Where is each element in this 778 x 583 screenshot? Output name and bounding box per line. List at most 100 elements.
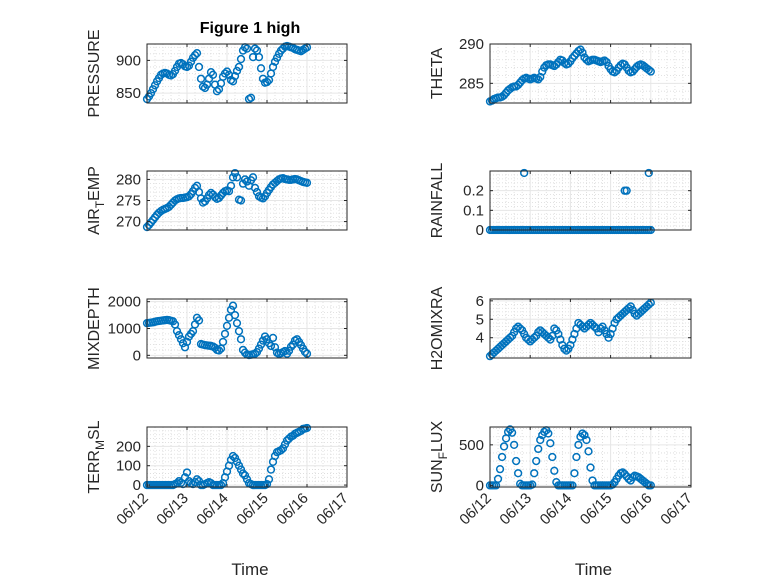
y-tick-label: 290 xyxy=(459,36,484,53)
x-tick-label: 06/13 xyxy=(153,490,192,529)
data-point xyxy=(644,65,653,75)
data-series xyxy=(485,298,655,361)
data-series xyxy=(142,301,312,360)
data-point xyxy=(192,49,202,58)
data-point xyxy=(192,475,202,484)
data-point xyxy=(513,80,523,90)
data-point xyxy=(552,60,561,69)
y-tick-label: 0 xyxy=(476,222,484,239)
data-point xyxy=(232,173,242,182)
data-point xyxy=(232,66,242,76)
y-tick-label: 900 xyxy=(116,52,141,69)
data-point xyxy=(194,62,204,72)
data-point xyxy=(248,52,258,62)
data-point xyxy=(264,475,274,484)
y-tick-label: 4 xyxy=(476,330,484,347)
data-point xyxy=(196,74,206,83)
data-point xyxy=(550,466,559,475)
data-point xyxy=(538,67,547,76)
data-point xyxy=(268,333,278,343)
subplot-8: 0 500 SUNFLUX 06/12 06/13 06/14 06/15 06/16 06/1… xyxy=(429,421,696,579)
data-point xyxy=(624,304,633,313)
y-tick-label: 0.1 xyxy=(463,202,484,219)
y-tick-label: 0 xyxy=(476,477,484,494)
data-point xyxy=(228,77,238,86)
data-point xyxy=(644,300,653,309)
data-point xyxy=(562,346,571,355)
data-point xyxy=(570,469,579,478)
data-point xyxy=(568,481,577,490)
data-point xyxy=(546,439,555,448)
data-point xyxy=(254,52,264,62)
x-tick-label: 06/17 xyxy=(313,490,352,529)
data-point xyxy=(596,324,605,333)
data-point xyxy=(628,473,637,482)
data-point xyxy=(256,64,266,73)
data-point xyxy=(212,87,222,96)
data-point xyxy=(574,440,583,449)
data-point xyxy=(574,46,583,56)
data-point xyxy=(624,474,633,484)
data-point xyxy=(568,54,577,63)
data-point xyxy=(226,305,236,314)
data-point xyxy=(582,55,591,64)
data-point xyxy=(302,423,312,433)
y-tick-label: 0 xyxy=(133,477,141,494)
data-point xyxy=(532,456,541,466)
data-point xyxy=(184,61,194,70)
axes-box xyxy=(489,426,692,488)
data-point xyxy=(180,343,190,352)
data-point xyxy=(272,53,282,62)
data-point xyxy=(507,428,517,437)
data-point xyxy=(182,337,192,347)
data-point xyxy=(644,168,653,178)
subplot-4: 0 0.1 0.2 RAINFALL xyxy=(429,163,692,239)
y-tick-label: 2000 xyxy=(108,294,141,311)
data-point xyxy=(184,192,194,201)
data-point xyxy=(256,340,266,349)
data-point xyxy=(250,183,260,193)
data-point xyxy=(534,75,543,84)
y-tick-label: 285 xyxy=(459,75,484,92)
y-tick-label: 0.2 xyxy=(463,183,484,200)
y-tick-label: 100 xyxy=(116,458,141,475)
data-point xyxy=(528,480,537,489)
data-point xyxy=(284,346,294,355)
data-series xyxy=(142,168,312,232)
x-tick-label: 06/12 xyxy=(456,490,495,529)
data-point xyxy=(186,57,196,66)
data-point xyxy=(270,57,280,66)
data-point xyxy=(499,90,509,100)
data-point xyxy=(560,344,569,353)
data-point xyxy=(550,324,559,333)
x-tick-label: 06/14 xyxy=(537,490,576,529)
x-tick-label: 06/15 xyxy=(577,490,616,529)
subplot-6: 4 56 H2OMIXRA xyxy=(429,286,692,370)
data-series xyxy=(485,45,655,106)
data-point xyxy=(220,69,230,78)
minor-grid xyxy=(490,171,691,230)
data-point xyxy=(220,329,230,339)
data-point xyxy=(228,173,238,182)
y-tick-label: 850 xyxy=(116,85,141,102)
y-axis-label: AIRTEMP xyxy=(86,166,107,235)
data-point xyxy=(493,474,503,484)
data-point xyxy=(511,456,521,466)
data-point xyxy=(588,476,597,485)
data-point xyxy=(270,343,280,352)
x-axis-label: Time xyxy=(575,560,612,579)
y-tick-label: 270 xyxy=(116,214,141,231)
data-point xyxy=(499,442,509,451)
data-point xyxy=(582,435,591,445)
data-point xyxy=(254,344,264,353)
y-axis-label: RAINFALL xyxy=(429,163,446,239)
x-tick-label: 06/14 xyxy=(193,490,232,529)
y-axis-label: SUNFLUX xyxy=(429,421,450,494)
subplot-5: 0 1000 2000 MIXDEPTH xyxy=(86,287,348,370)
data-point xyxy=(236,196,246,205)
y-tick-label: 280 xyxy=(116,171,141,188)
axes-background xyxy=(490,44,691,103)
data-series xyxy=(142,423,312,490)
